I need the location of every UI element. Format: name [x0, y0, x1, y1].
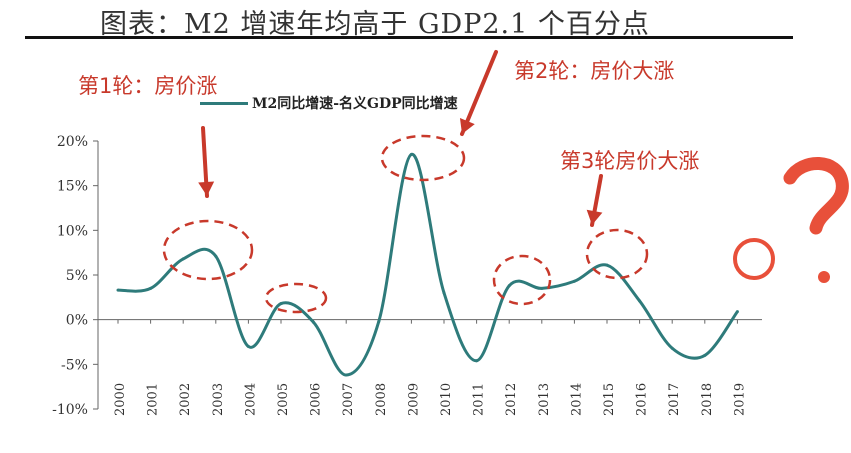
data-point	[181, 257, 185, 261]
annotation-arrow	[460, 50, 498, 136]
highlight-ellipse	[264, 282, 328, 314]
highlight-ellipse	[162, 219, 254, 281]
chart-title: 图表：M2 增速年均高于 GDP2.1 个百分点	[100, 9, 650, 40]
y-tick-label: 20%	[57, 134, 88, 150]
y-tick-label: -10%	[52, 402, 88, 418]
x-tick-label: 2001	[146, 383, 161, 416]
data-point	[475, 359, 479, 363]
x-tick-label: 2018	[700, 383, 715, 416]
x-tick-label: 2007	[341, 383, 356, 416]
data-point	[409, 152, 413, 156]
annotation-round-1: 第1轮：房价涨	[78, 74, 218, 98]
highlight-ellipse	[585, 228, 649, 280]
annotation-round-2: 第2轮：房价大涨	[514, 59, 675, 83]
question-mark-dot	[818, 271, 830, 283]
x-tick-label: 2010	[439, 383, 454, 416]
arrow-head	[198, 181, 215, 196]
x-tick-label: 2005	[276, 383, 291, 416]
x-tick-label: 2006	[309, 383, 324, 416]
annotation-round-3: 第3轮房价大涨	[560, 149, 700, 173]
y-tick-label: 5%	[66, 268, 88, 284]
x-tick-label: 2012	[504, 383, 519, 416]
arrow-head	[459, 118, 475, 134]
x-tick-label: 2014	[569, 383, 584, 416]
title-underline	[25, 36, 793, 39]
x-tick-label: 2015	[602, 383, 617, 416]
x-tick-label: 2019	[732, 383, 747, 416]
data-point	[279, 302, 283, 306]
legend-swatch	[200, 101, 248, 105]
x-tick-label: 2003	[211, 383, 226, 416]
highlight-ellipse	[380, 134, 466, 182]
data-point	[149, 286, 153, 290]
data-point	[116, 288, 120, 292]
y-tick-label: 0%	[66, 313, 88, 329]
arrow-head	[586, 209, 603, 225]
y-tick-label: 10%	[57, 223, 88, 239]
data-point	[572, 279, 576, 283]
data-point	[507, 284, 511, 288]
x-tick-label: 2009	[406, 383, 421, 416]
data-point	[377, 319, 381, 323]
data-point	[638, 299, 642, 303]
x-tick-label: 2017	[667, 383, 682, 416]
x-tick-label: 2008	[374, 383, 389, 416]
data-point	[214, 254, 218, 258]
highlight-ellipse	[492, 254, 552, 306]
legend-label: M2同比增速-名义GDP同比增速	[252, 96, 458, 112]
data-point	[540, 286, 544, 290]
question-mark-icon	[783, 157, 849, 235]
data-point	[703, 353, 707, 357]
data-point	[246, 344, 250, 348]
legend: M2同比增速-名义GDP同比增速	[200, 93, 458, 113]
data-point	[605, 263, 609, 267]
data-point	[442, 291, 446, 295]
x-tick-label: 2013	[537, 383, 552, 416]
data-point	[344, 373, 348, 377]
data-point	[735, 310, 739, 314]
y-tick-label: -5%	[61, 357, 88, 373]
data-point	[670, 346, 674, 350]
y-tick-label: 15%	[57, 179, 88, 195]
data-point	[312, 320, 316, 324]
x-tick-label: 2016	[635, 383, 650, 416]
x-tick-label: 2011	[472, 383, 487, 416]
circle-mark-icon	[733, 238, 775, 280]
x-tick-label: 2000	[113, 383, 128, 416]
x-tick-label: 2004	[243, 383, 258, 416]
x-tick-label: 2002	[178, 383, 193, 416]
